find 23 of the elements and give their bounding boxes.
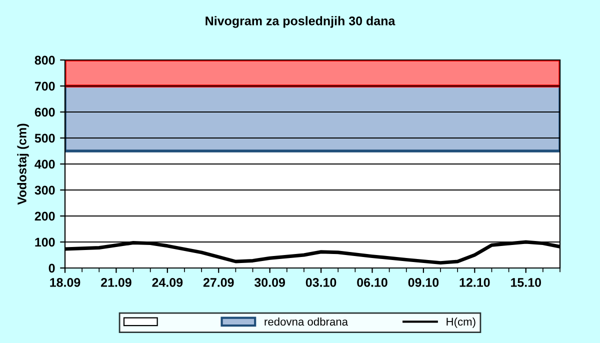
x-tick-label: 12.10 bbox=[460, 278, 490, 287]
x-tick-label: 03.10 bbox=[306, 278, 336, 287]
chart-title: Nivogram za poslednjih 30 dana bbox=[206, 16, 396, 28]
legend-label: H(cm) bbox=[446, 317, 476, 328]
y-tick-label: 700 bbox=[34, 82, 55, 91]
x-tick-label: 18.09 bbox=[50, 278, 80, 287]
x-tick-label: 09.10 bbox=[408, 278, 439, 287]
legend-label: redovna odbrana bbox=[264, 317, 348, 326]
y-axis-title: Vodostaj (cm) bbox=[17, 124, 29, 205]
y-tick-label: 400 bbox=[34, 160, 55, 169]
x-tick-label: 24.09 bbox=[152, 278, 183, 287]
y-tick-label: 100 bbox=[35, 238, 55, 247]
x-tick-label: 27.09 bbox=[203, 278, 234, 287]
x-tick-label: 21.09 bbox=[101, 278, 132, 287]
y-tick-label: 500 bbox=[34, 134, 55, 143]
y-tick-label: 600 bbox=[34, 108, 55, 117]
x-tick-label: 15.10 bbox=[511, 278, 541, 287]
x-tick-label: 30.09 bbox=[254, 278, 286, 287]
y-tick-label: 200 bbox=[34, 212, 55, 221]
y-tick-label: 800 bbox=[34, 56, 55, 65]
y-tick-label: 300 bbox=[34, 186, 55, 195]
y-tick-label: 0 bbox=[48, 264, 55, 273]
x-tick-label: 06.10 bbox=[357, 278, 388, 287]
